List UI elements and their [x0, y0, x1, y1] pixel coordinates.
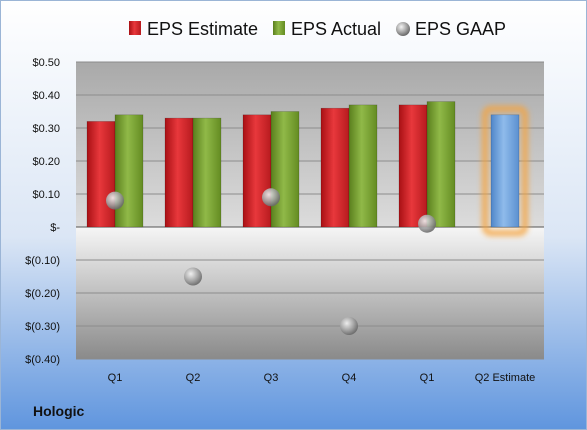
legend-label-actual: EPS Actual	[291, 19, 381, 39]
legend-item-estimate: EPS Estimate	[129, 19, 258, 39]
x-tick-label: Q2	[186, 372, 201, 384]
highlight-glow	[482, 105, 528, 236]
y-tick-label: $(0.30)	[25, 321, 60, 333]
bar-eps-actual	[426, 101, 456, 228]
point-eps-gaap	[184, 267, 202, 286]
point-eps-gaap	[262, 188, 280, 207]
bar-eps-estimate	[398, 104, 428, 228]
bar-eps-estimate	[320, 107, 350, 228]
bar-eps-actual	[490, 114, 520, 228]
point-eps-gaap	[340, 317, 358, 335]
y-tick-label: $0.10	[32, 189, 60, 201]
bar-eps-estimate	[164, 117, 194, 228]
y-tick-label: $0.40	[32, 90, 60, 102]
bar-eps-actual	[114, 114, 144, 228]
legend-item-actual: EPS Actual	[273, 19, 381, 39]
legend-item-gaap: EPS GAAP	[396, 19, 506, 39]
y-tick-label: $0.50	[32, 57, 60, 69]
y-tick-label: $(0.20)	[25, 288, 60, 300]
y-tick-label: $0.30	[32, 123, 60, 135]
y-axis-ticks: $0.50 $0.40 $0.30 $0.20 $0.10 $- $(0.10) $(0.20…	[25, 57, 60, 366]
x-tick-label: Q3	[264, 372, 279, 384]
plot-positive-region	[76, 62, 544, 227]
bar-eps-actual	[270, 111, 300, 228]
bar-eps-actual	[348, 104, 378, 228]
legend-swatch-estimate	[129, 21, 141, 35]
plot-area	[76, 62, 544, 359]
y-tick-label: $(0.10)	[25, 255, 60, 267]
grid-lines	[76, 61, 544, 360]
legend-swatch-gaap	[396, 22, 410, 36]
x-tick-label: Q4	[342, 372, 357, 384]
bar-eps-estimate	[86, 121, 116, 228]
y-tick-label: $(0.40)	[25, 354, 60, 366]
legend-label-estimate: EPS Estimate	[147, 19, 258, 39]
bar-marks	[86, 101, 528, 236]
legend-swatch-actual	[273, 21, 285, 35]
x-tick-label: Q1	[108, 372, 123, 384]
bar-eps-estimate	[242, 114, 272, 228]
x-tick-label: Q2 Estimate	[475, 372, 536, 384]
legend: EPS Estimate EPS Actual EPS GAAP	[129, 19, 506, 39]
gaap-points	[106, 188, 436, 335]
company-name: Hologic	[33, 403, 85, 419]
point-eps-gaap	[418, 214, 436, 233]
y-tick-label: $-	[50, 222, 60, 234]
y-tick-label: $0.20	[32, 156, 60, 168]
bar-eps-actual	[192, 117, 222, 228]
x-tick-label: Q1	[420, 372, 435, 384]
point-eps-gaap	[106, 191, 124, 210]
x-axis-ticks: Q1 Q2 Q3 Q4 Q1 Q2 Estimate	[108, 372, 536, 384]
legend-label-gaap: EPS GAAP	[415, 19, 506, 39]
